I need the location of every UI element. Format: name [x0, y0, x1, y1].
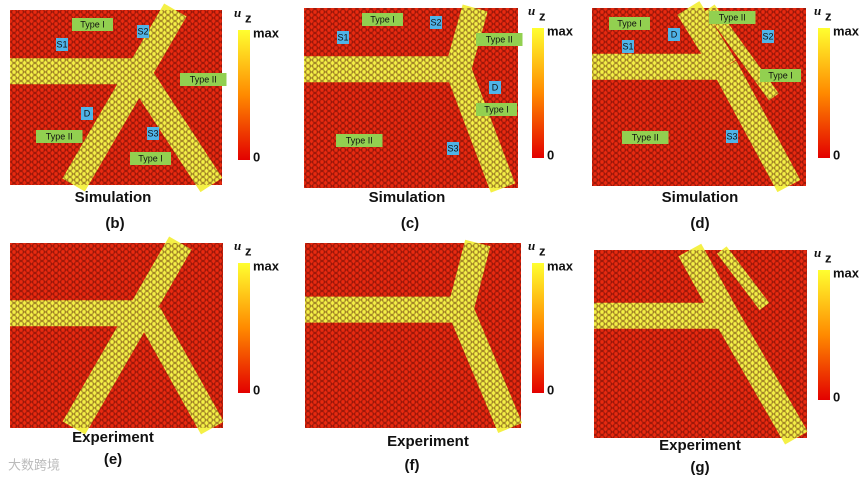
- type-tag: [609, 17, 650, 30]
- colorbar-symbol: u: [528, 3, 535, 18]
- site-tag: [137, 25, 149, 38]
- tag-label: Type II: [486, 34, 513, 44]
- site-tag: [622, 40, 634, 53]
- colorbar-max: max: [547, 23, 574, 38]
- type-tag: [36, 130, 83, 143]
- panel-label: (g): [690, 459, 709, 476]
- panel-label: (e): [104, 451, 122, 468]
- type-tag: [622, 131, 669, 144]
- colorbar-symbol: u: [234, 238, 241, 253]
- colorbar-min: 0: [833, 147, 840, 162]
- tag-label: S3: [147, 128, 158, 138]
- type-tag: [72, 18, 113, 31]
- colorbar-symbol: u: [528, 238, 535, 253]
- panel-label: (f): [405, 457, 420, 474]
- colorbar-max: max: [253, 25, 280, 40]
- tag-label: Type I: [138, 153, 163, 163]
- site-tag: [147, 127, 159, 140]
- tag-label: Type II: [46, 131, 73, 141]
- lattice-texture: [10, 243, 223, 428]
- panel-caption: Experiment: [659, 437, 741, 454]
- type-tag: [362, 13, 403, 26]
- colorbar-symbol: u: [234, 5, 241, 20]
- site-tag: [56, 38, 68, 51]
- panel-caption: Simulation: [369, 189, 446, 206]
- tag-label: Type II: [632, 132, 659, 142]
- colorbar-subscript: z: [539, 243, 546, 258]
- tag-label: Type I: [80, 19, 105, 29]
- tag-label: Type II: [346, 135, 373, 145]
- colorbar-min: 0: [547, 382, 554, 397]
- site-tag: [668, 28, 680, 41]
- colorbar-subscript: z: [245, 243, 252, 258]
- colorbar: [818, 270, 830, 400]
- type-tag: [760, 69, 801, 82]
- colorbar-symbol: u: [814, 3, 821, 18]
- type-tag: [180, 73, 227, 86]
- colorbar-subscript: z: [825, 8, 832, 23]
- tag-label: S2: [762, 31, 773, 41]
- colorbar-max: max: [253, 258, 280, 273]
- colorbar: [532, 28, 544, 158]
- tag-label: S1: [337, 32, 348, 42]
- tag-label: Type II: [190, 74, 217, 84]
- colorbar-subscript: z: [825, 250, 832, 265]
- type-tag: [476, 103, 517, 116]
- colorbar: [818, 28, 830, 158]
- tag-label: D: [671, 29, 678, 39]
- panel-caption: Experiment: [72, 429, 154, 446]
- tag-label: S1: [56, 39, 67, 49]
- colorbar-subscript: z: [245, 10, 252, 25]
- site-tag: [337, 31, 349, 44]
- colorbar: [532, 263, 544, 393]
- site-tag: [762, 30, 774, 43]
- watermark: 大数跨境: [8, 457, 60, 472]
- site-tag: [489, 81, 501, 94]
- colorbar: [238, 263, 250, 393]
- panel-label: (c): [401, 215, 419, 232]
- colorbar-min: 0: [833, 389, 840, 404]
- lattice-texture: [594, 250, 807, 438]
- site-tag: [447, 142, 459, 155]
- type-tag: [130, 152, 171, 165]
- tag-label: D: [84, 108, 91, 118]
- panel-caption: Experiment: [387, 433, 469, 450]
- site-tag: [430, 16, 442, 29]
- tag-label: Type I: [768, 70, 793, 80]
- colorbar: [238, 30, 250, 160]
- type-tag: [709, 11, 756, 24]
- colorbar-max: max: [833, 23, 860, 38]
- colorbar-subscript: z: [539, 8, 546, 23]
- tag-label: S2: [137, 26, 148, 36]
- tag-label: D: [492, 82, 499, 92]
- panel-label: (b): [105, 215, 124, 232]
- tag-label: Type I: [484, 104, 509, 114]
- site-tag: [726, 130, 738, 143]
- panel-caption: Simulation: [75, 189, 152, 206]
- tag-label: S1: [622, 41, 633, 51]
- lattice-texture: [305, 243, 521, 428]
- colorbar-max: max: [547, 258, 574, 273]
- site-tag: [81, 107, 93, 120]
- tag-label: S2: [430, 17, 441, 27]
- lattice-texture: [10, 10, 222, 185]
- panel-caption: Simulation: [662, 189, 739, 206]
- tag-label: Type I: [370, 14, 395, 24]
- colorbar-min: 0: [253, 149, 260, 164]
- colorbar-symbol: u: [814, 245, 821, 260]
- panel-label: (d): [690, 215, 709, 232]
- tag-label: Type II: [719, 12, 746, 22]
- type-tag: [476, 33, 523, 46]
- colorbar-min: 0: [253, 382, 260, 397]
- tag-label: Type I: [617, 18, 642, 28]
- tag-label: S3: [726, 131, 737, 141]
- type-tag: [336, 134, 383, 147]
- tag-label: S3: [447, 143, 458, 153]
- colorbar-max: max: [833, 265, 860, 280]
- colorbar-min: 0: [547, 147, 554, 162]
